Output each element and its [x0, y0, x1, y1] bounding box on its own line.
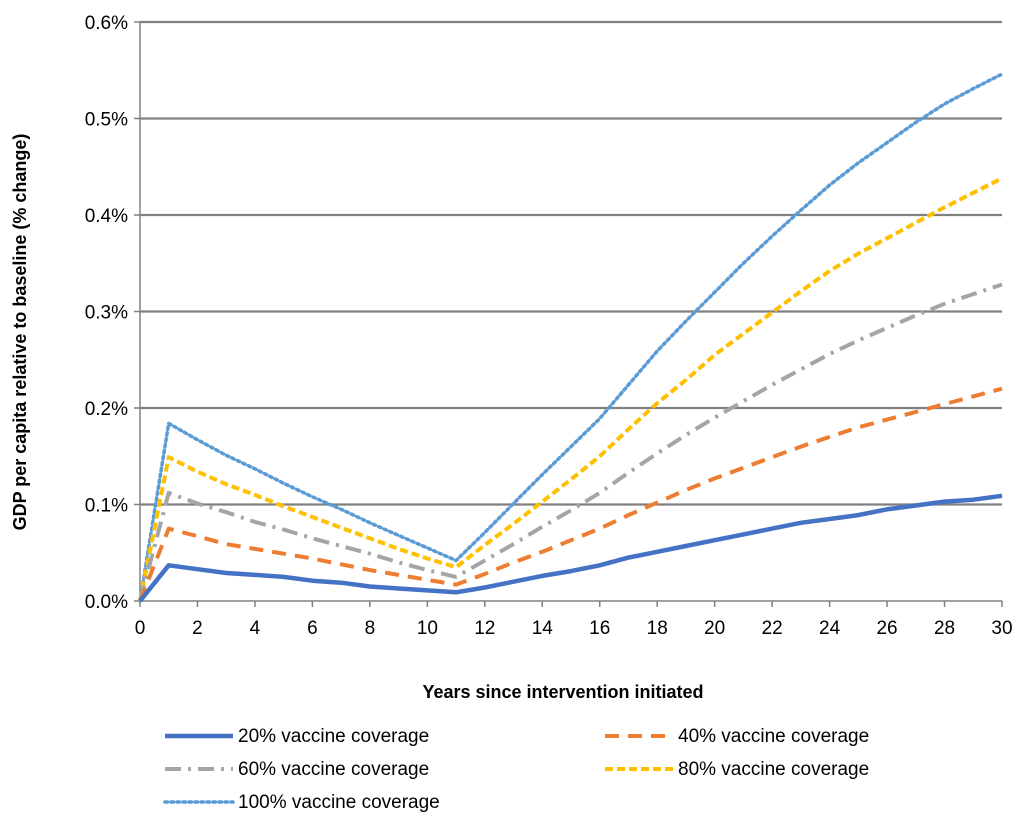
x-tick-label: 20 [704, 618, 725, 639]
y-tick-label: 0.3% [85, 303, 128, 324]
series-line-20pct [138, 493, 1003, 603]
legend-label: 80% vaccine coverage [678, 759, 869, 780]
series-line-100pct [138, 72, 1004, 603]
x-tick-label: 18 [647, 618, 668, 639]
x-tick-label: 22 [762, 618, 783, 639]
x-tick-label: 0 [135, 618, 146, 639]
x-tick-label: 4 [250, 618, 261, 639]
legend-label: 100% vaccine coverage [238, 792, 440, 813]
x-tick-label: 2 [192, 618, 203, 639]
x-tick-label: 14 [532, 618, 554, 639]
y-tick-labels: 0.0% 0.1% 0.2% 0.3% 0.4% 0.5% 0.6% [85, 13, 140, 613]
series-line-80pct [138, 176, 1003, 602]
legend-label: 60% vaccine coverage [238, 759, 429, 780]
legend-label: 20% vaccine coverage [238, 726, 429, 747]
x-tick-label: 30 [991, 618, 1012, 639]
x-tick-label: 12 [474, 618, 495, 639]
legend: 20% vaccine coverage 40% vaccine coverage… [163, 726, 869, 813]
x-tick-label: 28 [934, 618, 955, 639]
series-line-60pct [138, 282, 1003, 602]
y-tick-label: 0.2% [85, 399, 128, 420]
y-axis-title: GDP per capita relative to baseline (% c… [10, 134, 30, 531]
y-tick-label: 0.6% [85, 13, 128, 34]
x-tick-label: 16 [589, 618, 610, 639]
y-tick-label: 0.1% [85, 496, 128, 517]
x-tick-label: 6 [307, 618, 318, 639]
y-tick-label: 0.5% [85, 110, 128, 131]
y-tick-label: 0.0% [85, 592, 128, 613]
series-lines [138, 72, 1004, 603]
grid [140, 20, 1002, 506]
x-tick-label: 24 [819, 618, 841, 639]
legend-label: 40% vaccine coverage [678, 726, 869, 747]
x-tick-labels: 0 2 4 6 8 10 12 14 16 18 20 22 24 26 28 30 [135, 601, 1013, 639]
x-tick-label: 8 [365, 618, 376, 639]
series-line-40pct [138, 386, 1003, 602]
x-tick-label: 10 [417, 618, 438, 639]
x-tick-label: 26 [876, 618, 897, 639]
x-axis-title: Years since intervention initiated [422, 682, 703, 702]
y-tick-label: 0.4% [85, 206, 128, 227]
